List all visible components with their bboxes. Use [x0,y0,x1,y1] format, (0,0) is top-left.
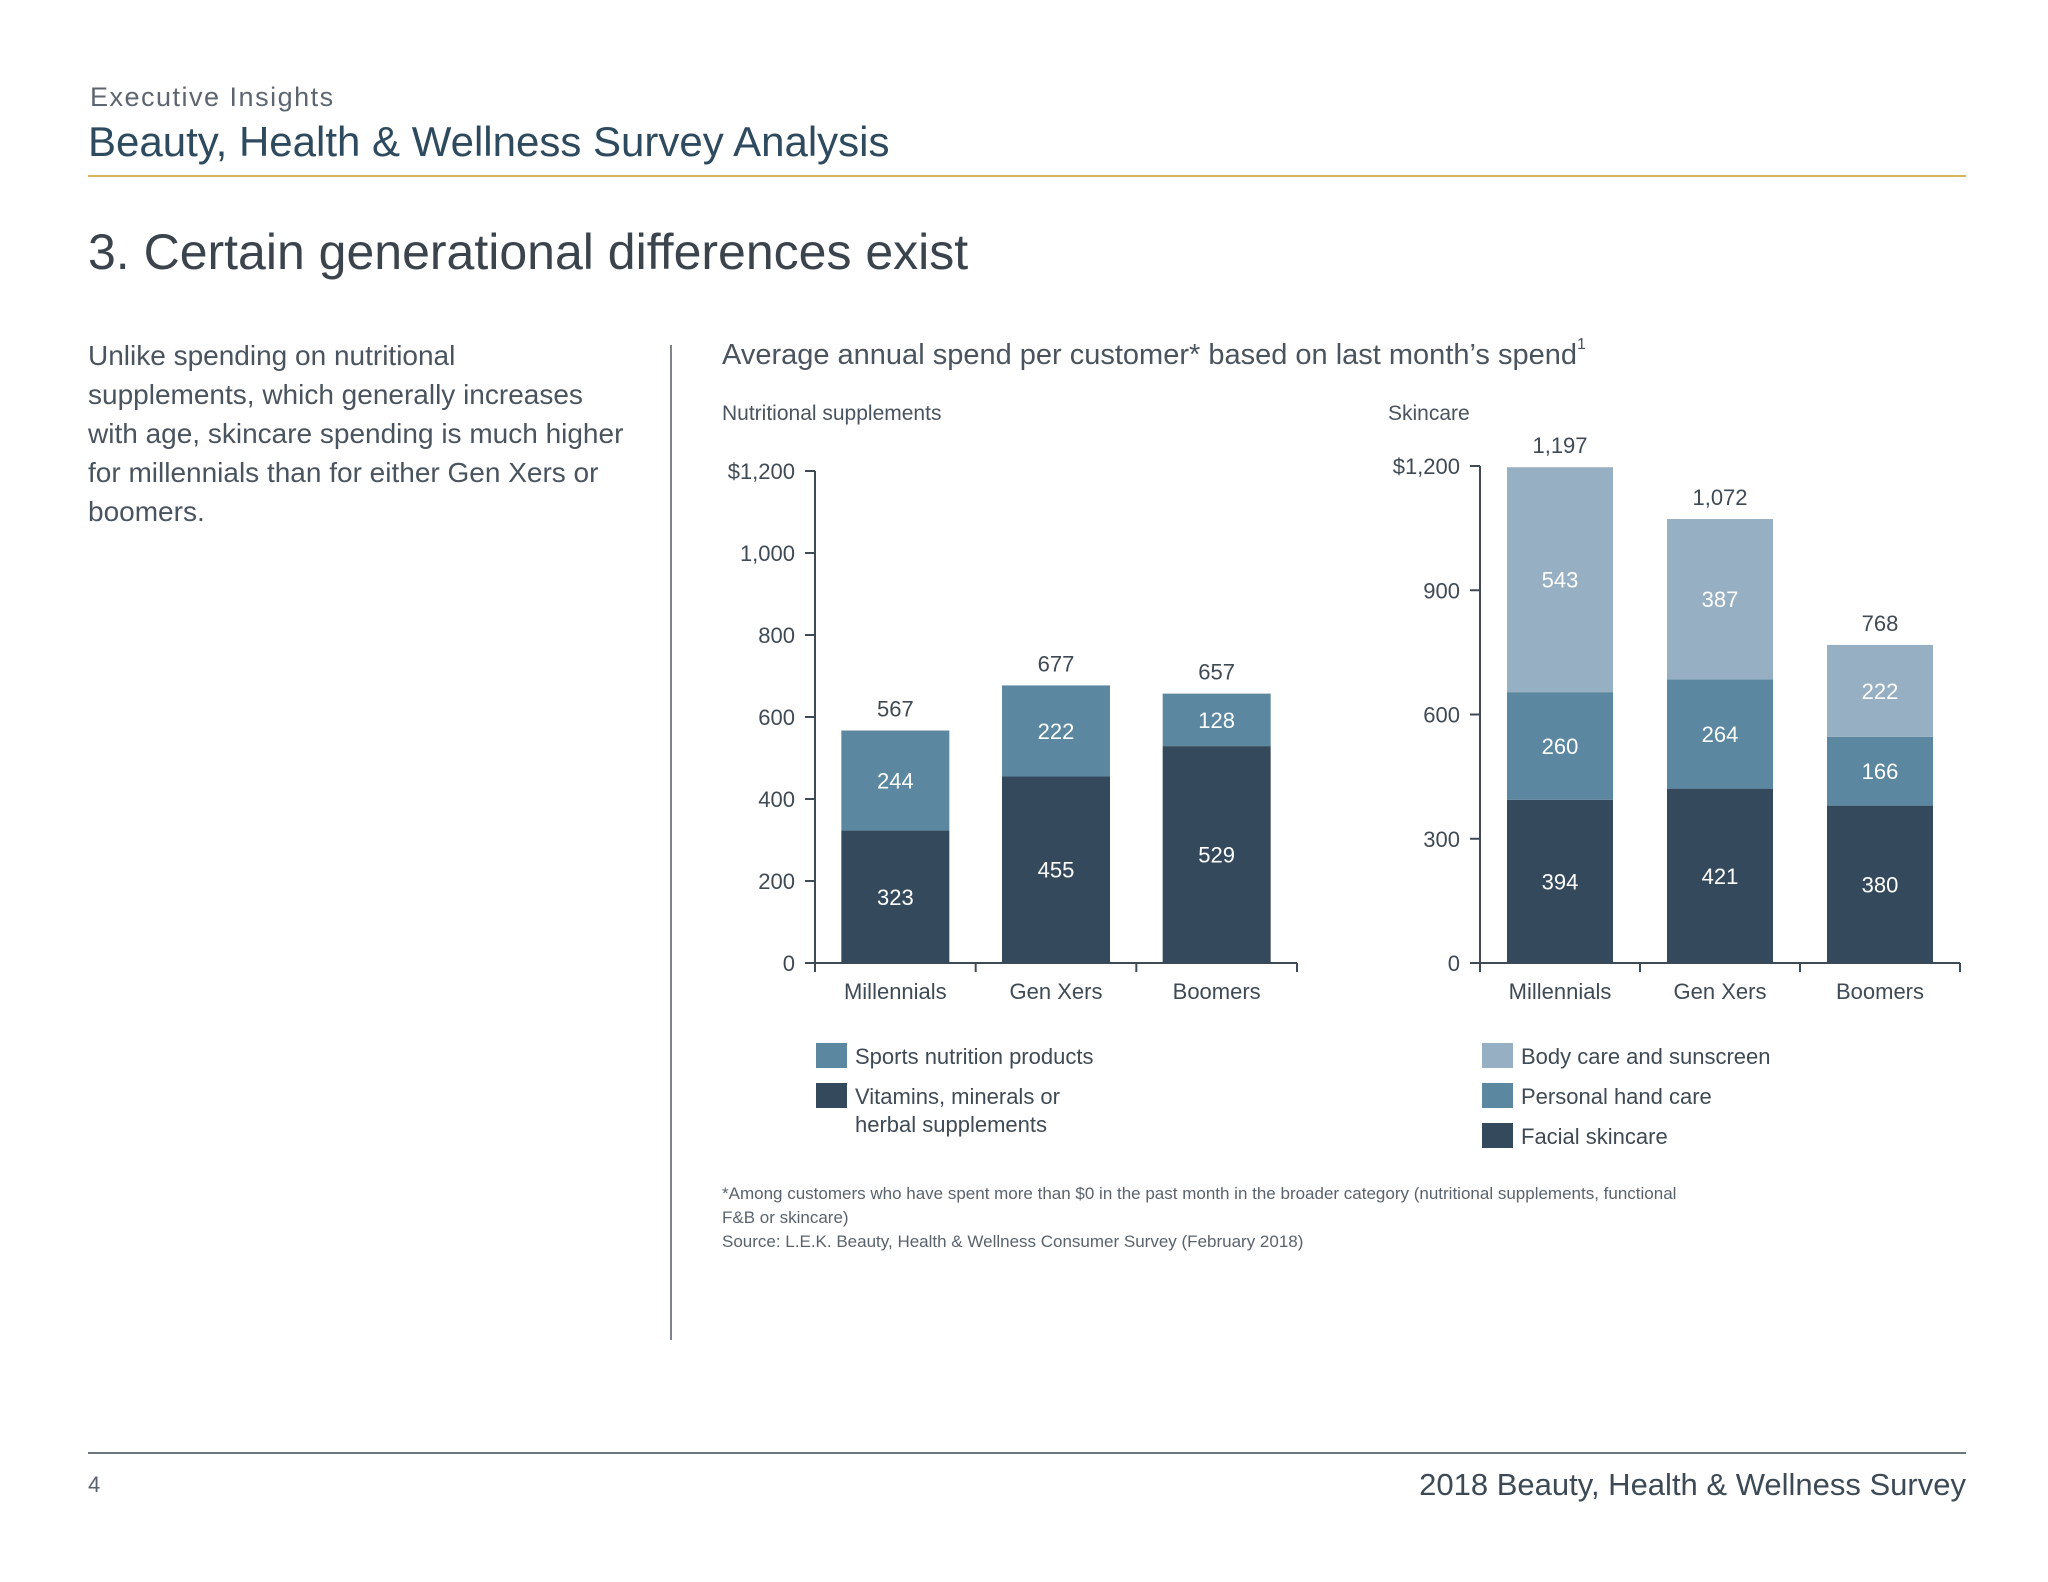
slide-heading: 3. Certain generational differences exis… [88,224,969,280]
bar-data-label: 166 [1862,759,1899,784]
page-number: 4 [88,1472,101,1497]
chart-subtitle: Nutritional supplements [722,402,941,425]
body-text: Unlike spending on nutritional supplemen… [88,340,624,527]
footer-title: 2018 Beauty, Health & Wellness Survey [1419,1467,1966,1502]
footnote-text: *Among customers who have spent more tha… [722,1184,1677,1227]
y-tick-label: 800 [758,623,795,648]
bar-total-label: 1,197 [1532,433,1587,458]
footer-divider [88,1452,1966,1454]
bar-data-label: 380 [1862,872,1899,897]
x-tick-label: Boomers [1173,979,1261,1004]
chart-subtitle: Skincare [1388,402,1470,425]
bar-segment [1507,692,1613,800]
bar-segment [1162,693,1271,747]
bar-segment [1002,776,1110,963]
bar-total-label: 677 [1038,651,1075,676]
y-tick-label: 300 [1423,827,1460,852]
bar-data-label: 529 [1198,843,1235,868]
bar-data-label: 222 [1038,719,1075,744]
bar-total-label: 768 [1862,611,1899,636]
y-tick-label: $1,200 [1393,454,1460,479]
bar-segment [1667,519,1773,680]
document-title: Beauty, Health & Wellness Survey Analysi… [88,118,890,165]
bar-segment [1827,644,1933,737]
bar-segment [841,730,950,831]
y-tick-label: 1,000 [740,541,795,566]
bar-data-label: 222 [1862,679,1899,704]
y-tick-label: 600 [1423,703,1460,728]
bar-data-label: 244 [877,769,914,794]
chart-title-superscript: 1 [1577,336,1586,353]
y-tick-label: 900 [1423,578,1460,603]
bar-segment [841,830,950,963]
y-tick-label: 200 [758,869,795,894]
footnote: *Among customers who have spent more tha… [722,1182,1682,1254]
bar-data-label: 264 [1702,722,1739,747]
source-text: Source: L.E.K. Beauty, Health & Wellness… [722,1232,1304,1251]
bar-data-label: 260 [1542,734,1579,759]
bar-data-label: 128 [1198,708,1235,733]
x-tick-label: Boomers [1836,979,1924,1004]
bar-data-label: 394 [1542,869,1579,894]
bar-data-label: 387 [1702,587,1739,612]
bar-data-label: 421 [1702,864,1739,889]
chart-title-text: Average annual spend per customer* based… [722,339,1577,371]
y-tick-label: 0 [1448,951,1460,976]
y-tick-label: 600 [758,705,795,730]
bar-segment [1507,799,1613,963]
bar-total-label: 567 [877,697,914,722]
x-tick-label: Gen Xers [1674,979,1767,1004]
x-tick-label: Millennials [844,979,947,1004]
bar-segment [1162,746,1271,963]
y-tick-label: 0 [783,951,795,976]
bar-segment [1827,805,1933,963]
bar-total-label: 1,072 [1692,485,1747,510]
bar-data-label: 455 [1038,858,1075,883]
y-tick-label: 400 [758,787,795,812]
bar-segment [1002,685,1110,777]
x-tick-label: Millennials [1509,979,1612,1004]
eyebrow: Executive Insights [90,82,335,112]
bar-data-label: 323 [877,885,914,910]
bar-data-label: 543 [1542,568,1579,593]
bar-segment [1827,736,1933,806]
vertical-divider [670,345,672,1340]
bar-segment [1507,467,1613,693]
y-tick-label: $1,200 [728,459,795,484]
x-tick-label: Gen Xers [1010,979,1103,1004]
bar-segment [1667,679,1773,789]
header-divider [88,175,1966,177]
bar-segment [1667,788,1773,963]
bar-total-label: 657 [1198,660,1235,685]
chart-title: Average annual spend per customer* based… [722,336,1586,372]
